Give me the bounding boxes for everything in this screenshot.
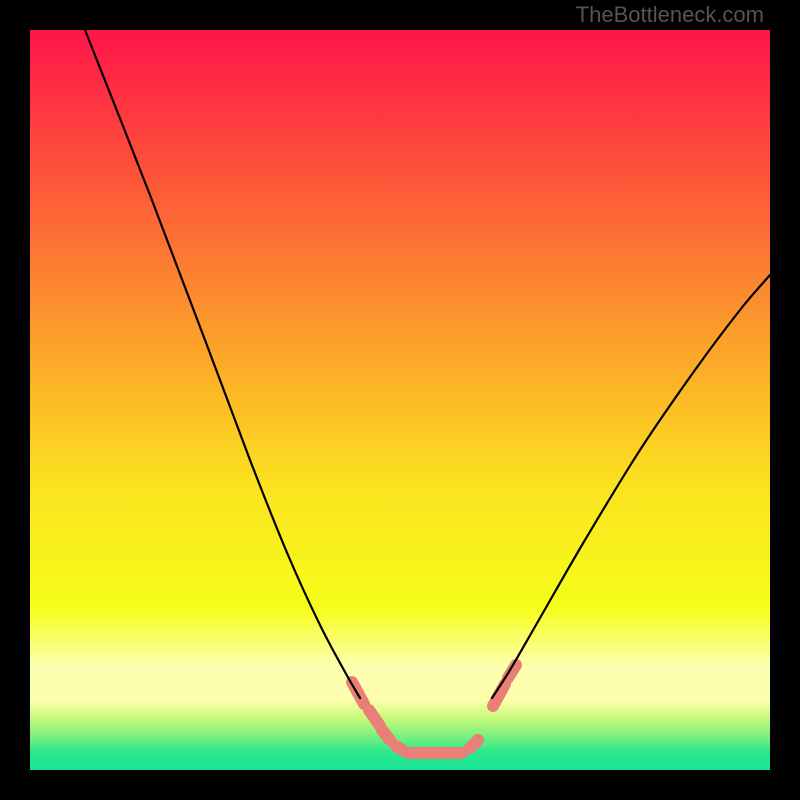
- chart-frame: TheBottleneck.com: [0, 0, 800, 800]
- border-right: [770, 0, 800, 800]
- watermark-text: TheBottleneck.com: [576, 2, 764, 28]
- border-left: [0, 0, 30, 800]
- plot-area: [30, 30, 770, 770]
- gradient-background: [30, 30, 770, 770]
- border-bottom: [0, 770, 800, 800]
